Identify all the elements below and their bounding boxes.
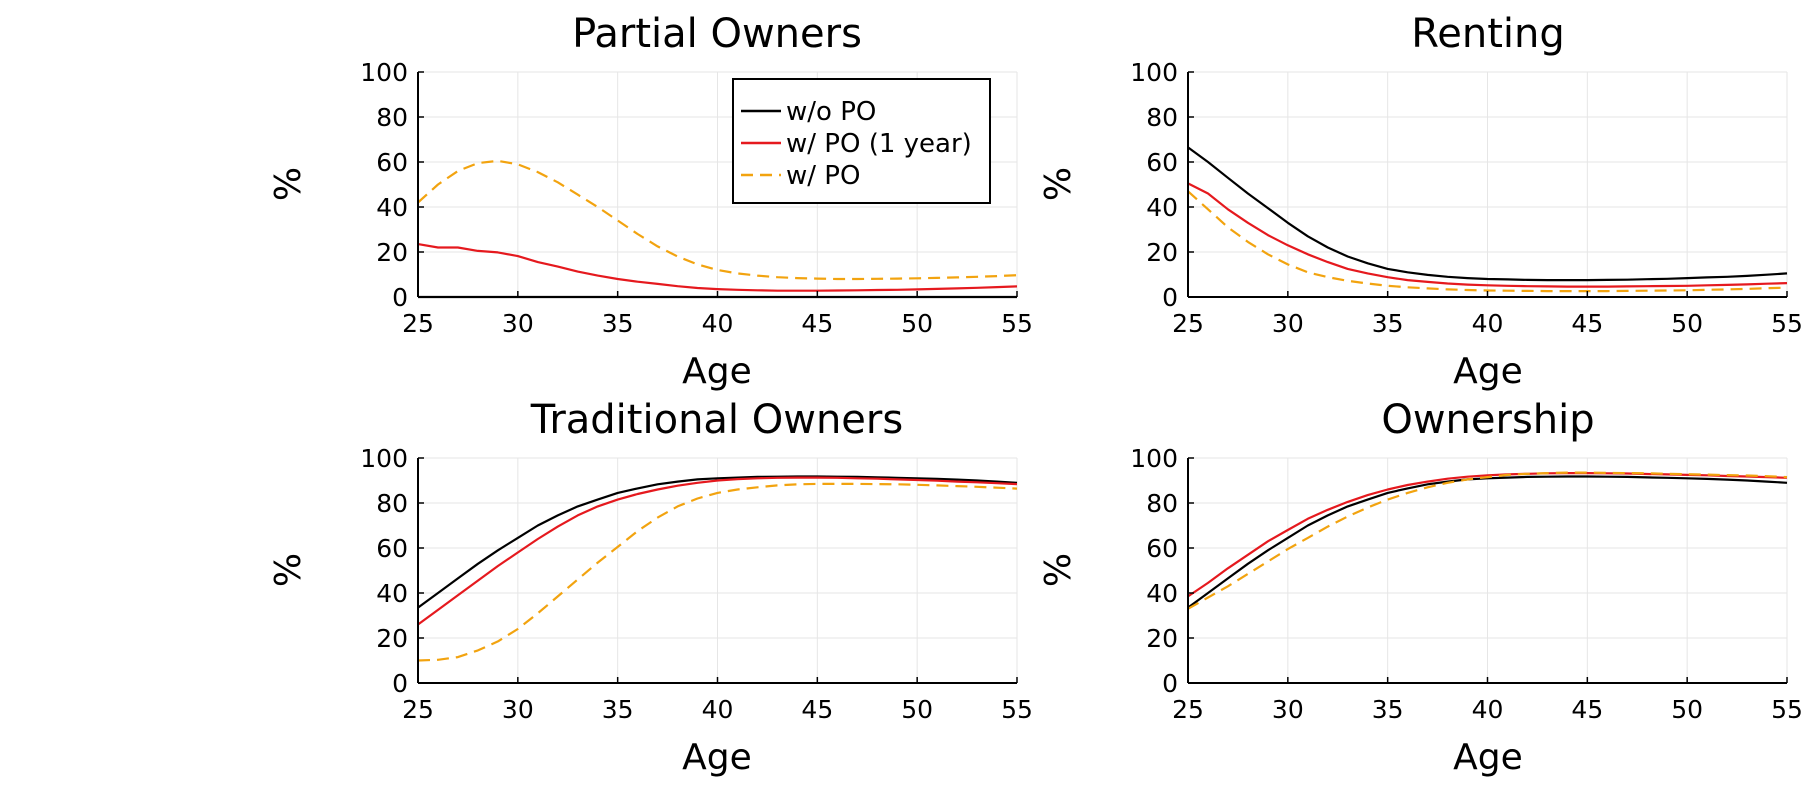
series-line-wo-po bbox=[417, 475, 1018, 609]
x-tick-label: 55 bbox=[1771, 695, 1803, 724]
y-tick-label: 0 bbox=[392, 669, 408, 698]
y-tick-label: 20 bbox=[1146, 238, 1178, 267]
y-tick-label: 20 bbox=[376, 624, 408, 653]
legend-box bbox=[732, 78, 991, 204]
series-line-w-po-1-year bbox=[1187, 182, 1788, 288]
legend-label-wo-po: w/o PO bbox=[786, 97, 876, 127]
x-tick-label: 45 bbox=[801, 309, 833, 338]
x-tick-label: 30 bbox=[502, 695, 534, 724]
panel-title: Partial Owners bbox=[572, 11, 862, 57]
x-tick-label: 25 bbox=[402, 309, 434, 338]
x-axis-label: Age bbox=[1453, 351, 1523, 392]
y-axis-label: % bbox=[1038, 553, 1079, 587]
y-tick-label: 80 bbox=[376, 489, 408, 518]
x-tick-label: 55 bbox=[1001, 309, 1033, 338]
x-tick-label: 55 bbox=[1771, 309, 1803, 338]
y-axis-label: % bbox=[268, 167, 309, 201]
y-tick-label: 100 bbox=[360, 58, 408, 87]
x-tick-label: 40 bbox=[702, 309, 734, 338]
x-axis-label: Age bbox=[682, 351, 752, 392]
x-tick-label: 50 bbox=[901, 309, 933, 338]
grid bbox=[1187, 71, 1788, 298]
x-tick-label: 45 bbox=[1571, 309, 1603, 338]
x-tick-label: 35 bbox=[1372, 695, 1404, 724]
legend: w/o POw/ PO (1 year)w/ PO bbox=[732, 78, 991, 204]
series-line-w-po-1-year bbox=[1187, 472, 1788, 598]
x-tick-label: 35 bbox=[1372, 309, 1404, 338]
y-tick-label: 100 bbox=[1130, 58, 1178, 87]
y-tick-label: 40 bbox=[1146, 193, 1178, 222]
y-tick-label: 40 bbox=[376, 579, 408, 608]
y-tick-label: 20 bbox=[1146, 624, 1178, 653]
x-tick-label: 30 bbox=[1272, 695, 1304, 724]
y-tick-label: 40 bbox=[1146, 579, 1178, 608]
y-tick-label: 60 bbox=[1146, 148, 1178, 177]
x-tick-label: 25 bbox=[1172, 695, 1204, 724]
series-line-wo-po bbox=[1187, 146, 1788, 282]
y-tick-label: 80 bbox=[376, 103, 408, 132]
y-tick-label: 0 bbox=[1162, 283, 1178, 312]
x-tick-label: 30 bbox=[1272, 309, 1304, 338]
y-tick-label: 80 bbox=[1146, 103, 1178, 132]
y-tick-label: 40 bbox=[376, 193, 408, 222]
grid bbox=[417, 457, 1018, 684]
x-tick-label: 50 bbox=[901, 695, 933, 724]
y-tick-label: 100 bbox=[1130, 444, 1178, 473]
chart-panel-1: 25 30 35 40 45 50 55 0 20 40 60 80 100 Partial Owners… bbox=[268, 11, 1033, 392]
x-tick-label: 25 bbox=[1172, 309, 1204, 338]
grid bbox=[1187, 457, 1788, 684]
legend-label-w-po: w/ PO bbox=[786, 161, 860, 191]
x-tick-label: 40 bbox=[1472, 695, 1504, 724]
series-line-w-po bbox=[417, 159, 1018, 281]
x-tick-label: 30 bbox=[502, 309, 534, 338]
y-tick-label: 20 bbox=[376, 238, 408, 267]
y-tick-label: 60 bbox=[376, 534, 408, 563]
y-axis-label: % bbox=[268, 553, 309, 587]
x-axis-label: Age bbox=[682, 737, 752, 778]
y-tick-label: 100 bbox=[360, 444, 408, 473]
series-line-w-po bbox=[417, 482, 1018, 662]
x-tick-label: 55 bbox=[1001, 695, 1033, 724]
panel-title: Ownership bbox=[1381, 397, 1594, 443]
x-tick-label: 40 bbox=[1472, 309, 1504, 338]
series-line-w-po bbox=[1187, 471, 1788, 610]
x-tick-label: 50 bbox=[1671, 309, 1703, 338]
x-axis-label: Age bbox=[1453, 737, 1523, 778]
series-line-w-po-1-year bbox=[417, 243, 1018, 292]
x-tick-label: 35 bbox=[602, 309, 634, 338]
x-tick-label: 45 bbox=[1571, 695, 1603, 724]
x-tick-label: 45 bbox=[801, 695, 833, 724]
chart-panel-3: 25 30 35 40 45 50 55 0 20 40 60 80 100 Traditional Ow… bbox=[268, 397, 1033, 778]
x-tick-label: 40 bbox=[702, 695, 734, 724]
panel-title: Traditional Owners bbox=[530, 397, 903, 443]
series-line-wo-po bbox=[1187, 475, 1788, 609]
x-tick-label: 35 bbox=[602, 695, 634, 724]
y-tick-label: 60 bbox=[376, 148, 408, 177]
y-tick-label: 80 bbox=[1146, 489, 1178, 518]
chart-panel-2: 25 30 35 40 45 50 55 0 20 40 60 80 100 Renting Age% bbox=[1038, 11, 1803, 392]
y-tick-label: 0 bbox=[1162, 669, 1178, 698]
panel-title: Renting bbox=[1411, 11, 1565, 57]
series-line-w-po-1-year bbox=[417, 476, 1018, 626]
chart-panel-4: 25 30 35 40 45 50 55 0 20 40 60 80 100 Ownership Age% bbox=[1038, 397, 1803, 778]
series-line-w-po bbox=[1187, 190, 1788, 293]
x-tick-label: 25 bbox=[402, 695, 434, 724]
x-tick-label: 50 bbox=[1671, 695, 1703, 724]
y-tick-label: 60 bbox=[1146, 534, 1178, 563]
y-axis-label: % bbox=[1038, 167, 1079, 201]
y-tick-label: 0 bbox=[392, 283, 408, 312]
legend-label-w-po-1-year: w/ PO (1 year) bbox=[786, 129, 972, 159]
